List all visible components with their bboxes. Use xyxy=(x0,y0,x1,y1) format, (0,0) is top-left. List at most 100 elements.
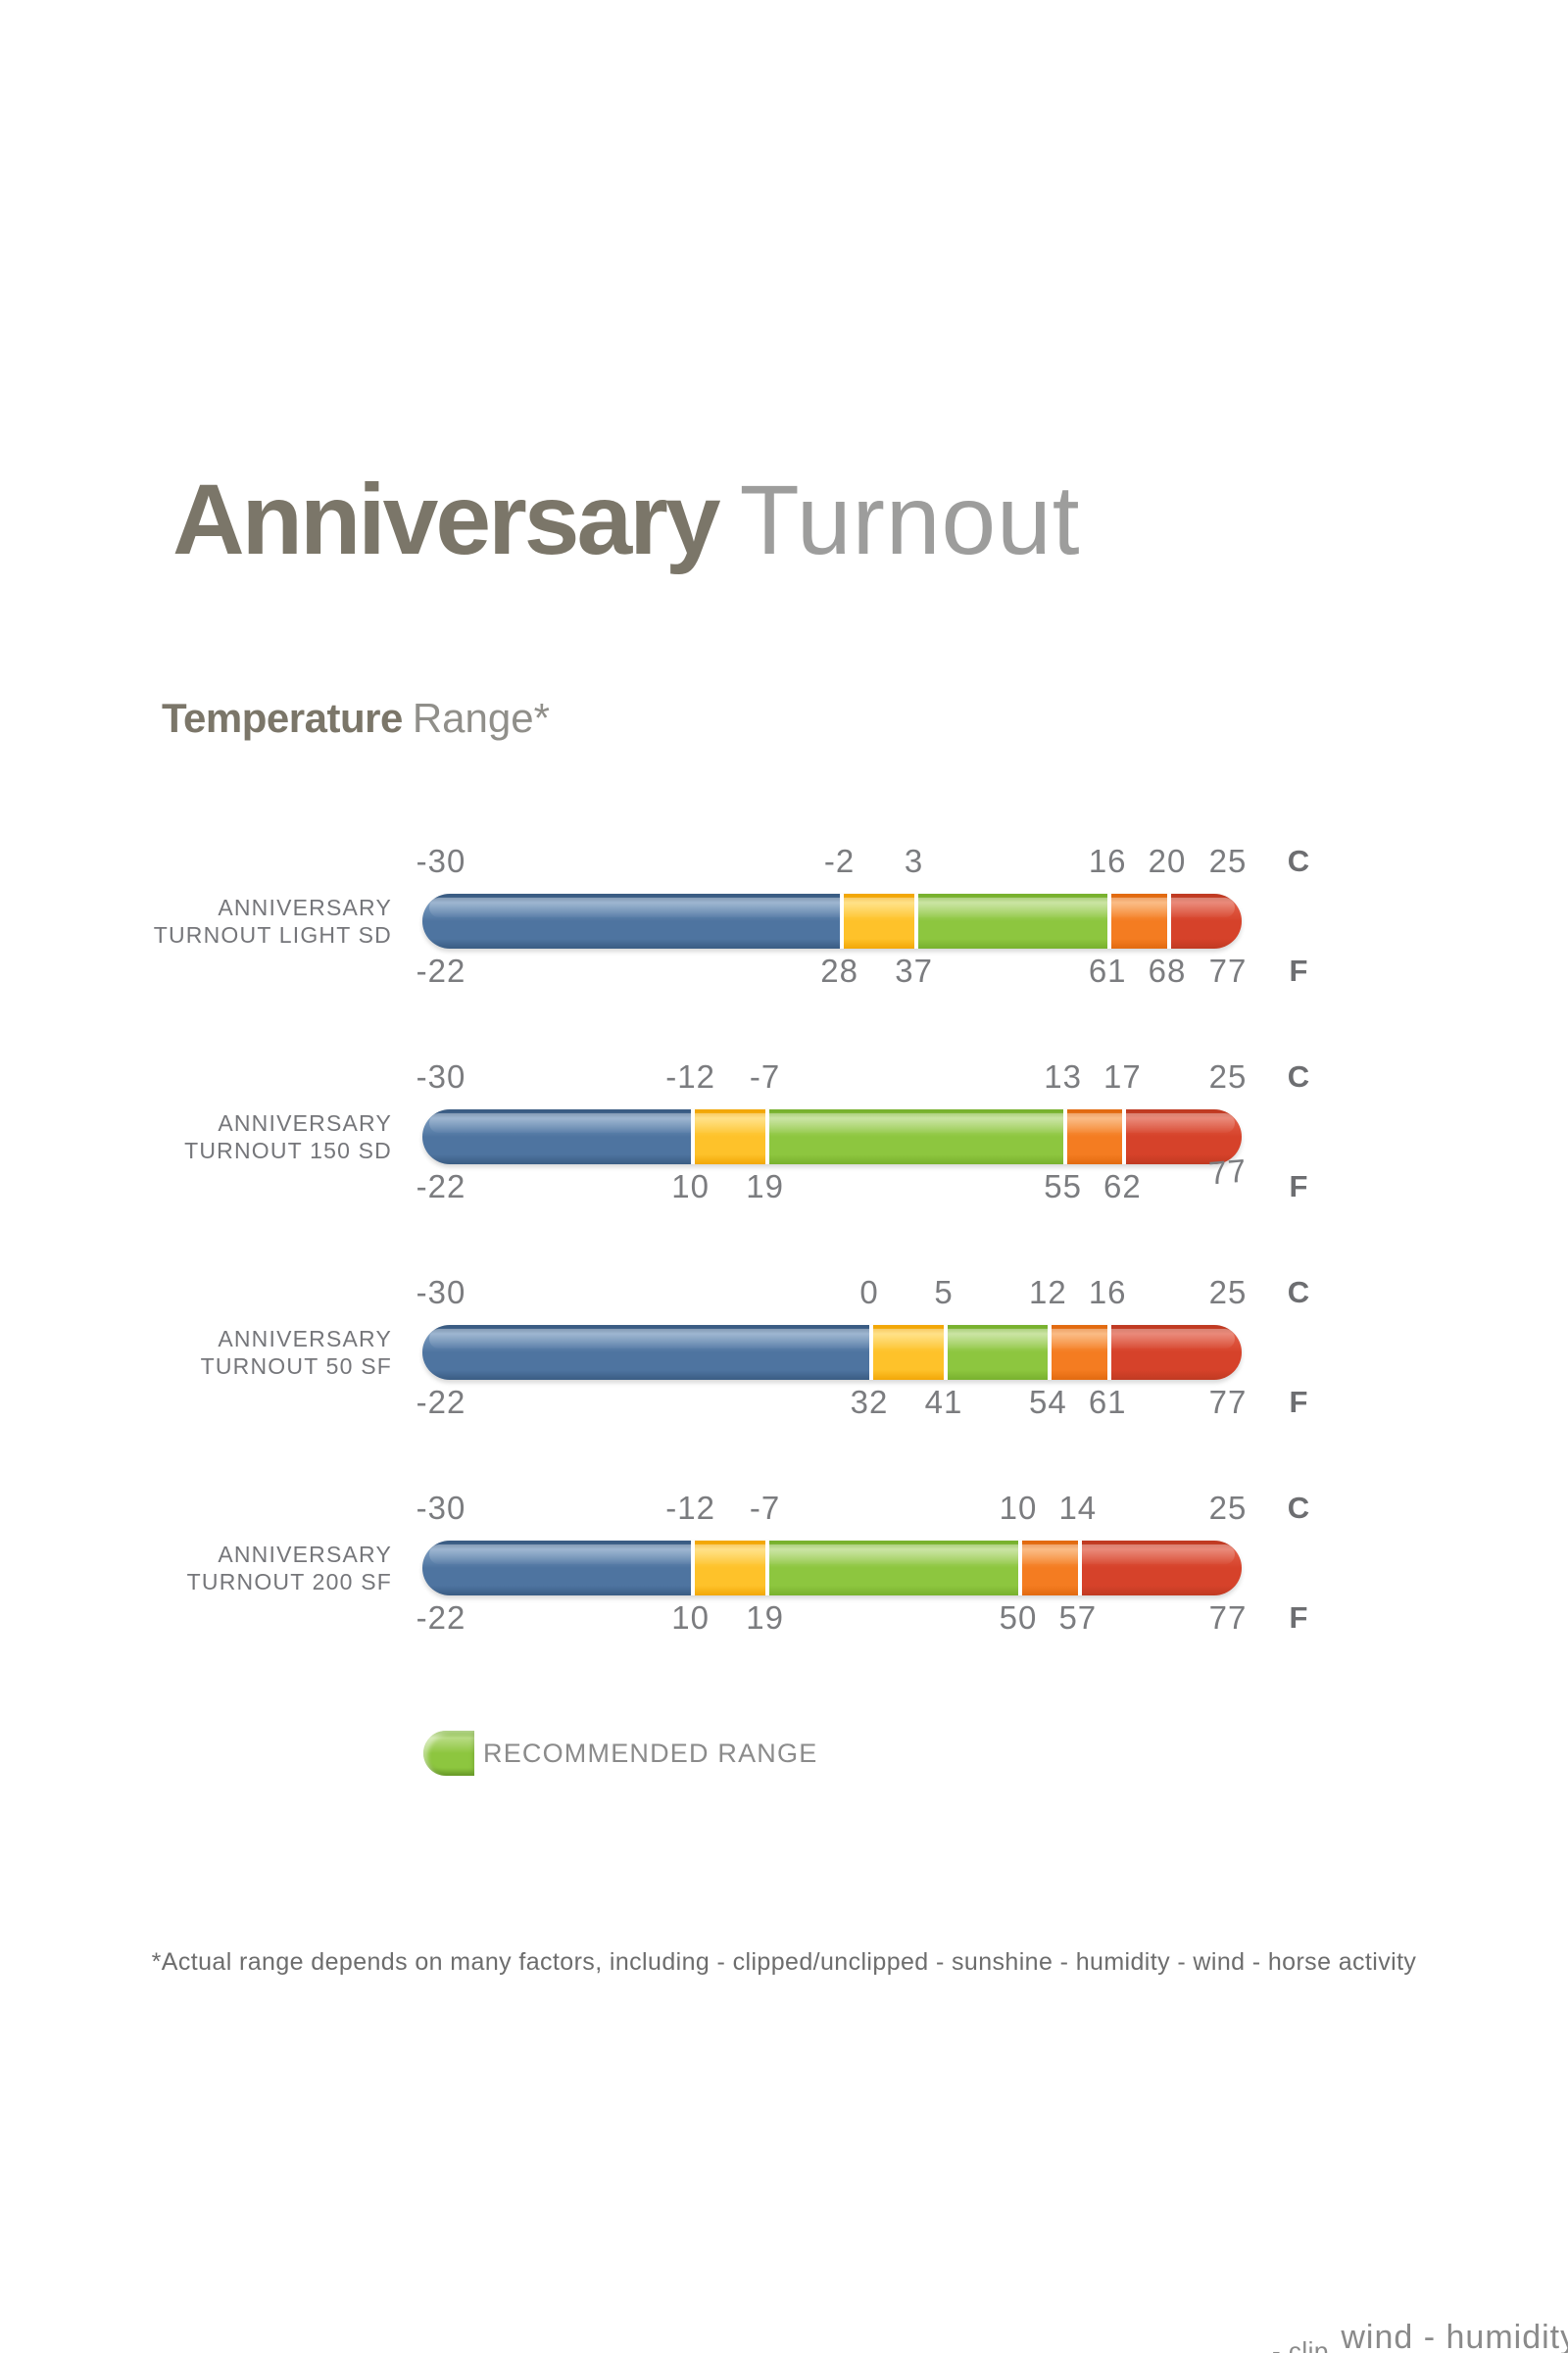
product-label: ANNIVERSARY TURNOUT 50 SF xyxy=(0,1323,392,1382)
segment-green xyxy=(913,894,1108,949)
temp-label: -22 xyxy=(416,1168,466,1204)
temp-label: 16 xyxy=(1088,1274,1127,1310)
temp-label: -30 xyxy=(416,1058,466,1095)
segment-red xyxy=(1077,1541,1242,1595)
product-label-line: ANNIVERSARY xyxy=(218,895,392,920)
segment-blue xyxy=(422,1541,691,1595)
temp-label: -22 xyxy=(416,1599,466,1636)
temperature-bar xyxy=(422,1109,1242,1164)
temp-label: 10 xyxy=(671,1599,710,1636)
title-light: Turnout xyxy=(739,466,1081,575)
product-label: ANNIVERSARY TURNOUT 200 SF xyxy=(0,1539,392,1597)
temp-label: -7 xyxy=(749,1058,781,1095)
product-label-line: TURNOUT 150 SD xyxy=(184,1138,392,1163)
temp-label: 37 xyxy=(895,953,933,989)
fahrenheit-scale: -22 28 37 61 68 77 F xyxy=(416,952,1308,991)
temp-label: 3 xyxy=(904,843,924,879)
temperature-chart: ANNIVERSARY TURNOUT LIGHT SD -30 -2 3 16 20 25 C… xyxy=(0,828,1568,1691)
temp-label: 68 xyxy=(1148,953,1187,989)
bottom-cutoff-large: wind - humidity - xyxy=(1341,2319,1568,2353)
temp-label: 25 xyxy=(1208,1274,1248,1310)
product-label-line: ANNIVERSARY xyxy=(218,1326,392,1351)
celsius-scale: -30 -2 3 16 20 25 C xyxy=(416,842,1310,881)
segment-blue xyxy=(422,894,840,949)
segment-red xyxy=(1166,894,1242,949)
section-title-light: Range* xyxy=(412,695,550,741)
temp-label: 50 xyxy=(999,1599,1038,1636)
temp-label: 41 xyxy=(924,1384,963,1420)
segment-orange xyxy=(1062,1109,1123,1164)
bottom-cutoff-small: - clip xyxy=(1272,2336,1329,2353)
unit-label-c: C xyxy=(1287,1059,1310,1094)
temperature-bar xyxy=(422,894,1242,949)
temp-label: 61 xyxy=(1088,1384,1127,1420)
unit-label-f: F xyxy=(1289,954,1308,988)
temp-label: 61 xyxy=(1088,953,1127,989)
segment-yellow xyxy=(690,1109,765,1164)
recommended-range-swatch-icon xyxy=(423,1731,474,1776)
temp-label: 20 xyxy=(1148,843,1187,879)
section-title-bold: Temperature xyxy=(162,695,403,741)
temp-label: 10 xyxy=(671,1168,710,1204)
celsius-scale: -30 0 5 12 16 25 C xyxy=(416,1273,1310,1312)
temp-label: 77 xyxy=(1207,1152,1249,1192)
celsius-scale: -30 -12 -7 13 17 25 C xyxy=(416,1057,1310,1097)
fahrenheit-scale: -22 32 41 54 61 77 F xyxy=(416,1383,1308,1422)
title-bold: Anniversary xyxy=(172,464,721,575)
temp-label: 12 xyxy=(1029,1274,1067,1310)
product-row: ANNIVERSARY TURNOUT LIGHT SD -30 -2 3 16 20 25 C… xyxy=(0,828,1568,1044)
unit-label-f: F xyxy=(1289,1385,1308,1419)
temp-label: -12 xyxy=(665,1490,715,1526)
segment-green xyxy=(944,1325,1049,1380)
temp-label: -22 xyxy=(416,953,466,989)
product-label: ANNIVERSARY TURNOUT LIGHT SD xyxy=(0,892,392,951)
temp-label: 77 xyxy=(1208,1384,1248,1420)
temp-label: 25 xyxy=(1208,1058,1248,1095)
product-label-line: TURNOUT 50 SF xyxy=(200,1353,392,1379)
segment-yellow xyxy=(869,1325,944,1380)
temp-label: 77 xyxy=(1208,1599,1248,1636)
unit-label-c: C xyxy=(1287,1275,1310,1309)
product-row: ANNIVERSARY TURNOUT 150 SD -30 -12 -7 13 17 25 C… xyxy=(0,1044,1568,1259)
temp-label: -30 xyxy=(416,1490,466,1526)
temp-label: 19 xyxy=(746,1599,784,1636)
celsius-scale: -30 -12 -7 10 14 25 C xyxy=(416,1489,1310,1528)
temp-label: 5 xyxy=(934,1274,954,1310)
temp-label: 14 xyxy=(1058,1490,1098,1526)
temp-label: -30 xyxy=(416,843,466,879)
temp-label: 25 xyxy=(1208,1490,1248,1526)
legend-label: RECOMMENDED RANGE xyxy=(483,1738,818,1768)
temp-label: 54 xyxy=(1029,1384,1067,1420)
segment-blue xyxy=(422,1325,869,1380)
segment-yellow xyxy=(839,894,914,949)
temp-label: 62 xyxy=(1103,1168,1142,1204)
temperature-bar xyxy=(422,1325,1242,1380)
temp-label: -30 xyxy=(416,1274,466,1310)
section-title: Temperature Range* xyxy=(162,694,550,743)
product-row: ANNIVERSARY TURNOUT 50 SF -30 0 5 12 16 25 C -22 3… xyxy=(0,1259,1568,1475)
temp-label: 16 xyxy=(1088,843,1127,879)
product-label-line: TURNOUT LIGHT SD xyxy=(153,922,392,948)
bottom-cutoff-text: - clip wind - humidity - xyxy=(1272,2319,1568,2353)
segment-green xyxy=(764,1541,1018,1595)
temp-label: 77 xyxy=(1208,953,1248,989)
product-label-line: ANNIVERSARY xyxy=(218,1110,392,1136)
temp-label: 57 xyxy=(1058,1599,1098,1636)
footnote: *Actual range depends on many factors, i… xyxy=(151,1948,1417,1976)
temp-label: 10 xyxy=(999,1490,1038,1526)
temp-label: 17 xyxy=(1103,1058,1142,1095)
temp-label: -12 xyxy=(665,1058,715,1095)
temp-label: 28 xyxy=(820,953,858,989)
temp-label: -22 xyxy=(416,1384,466,1420)
page-title: Anniversary Turnout xyxy=(172,463,1081,577)
temp-label: 55 xyxy=(1044,1168,1082,1204)
temp-label: -2 xyxy=(823,843,856,879)
fahrenheit-scale: -22 10 19 55 62 77 F xyxy=(416,1152,1308,1206)
fahrenheit-scale: -22 10 19 50 57 77 F xyxy=(416,1598,1308,1638)
segment-orange xyxy=(1017,1541,1078,1595)
unit-label-f: F xyxy=(1289,1600,1308,1635)
product-label-line: ANNIVERSARY xyxy=(218,1542,392,1567)
temp-label: 0 xyxy=(859,1274,879,1310)
segment-red xyxy=(1122,1109,1242,1164)
